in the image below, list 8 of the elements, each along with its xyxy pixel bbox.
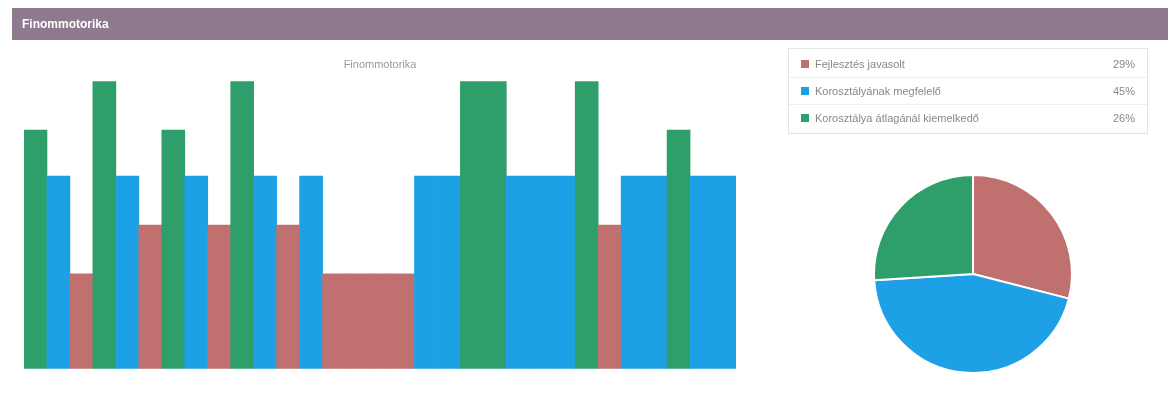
data-label: 45% [1112,85,1135,97]
legend-label: Korosztálya átlagánál kiemelkedő [814,112,979,124]
chart-title: Finommotorika [12,8,1168,40]
legend-label: Fejlesztés javasolt [814,58,905,70]
data-label: 29% [1112,58,1135,70]
chart-subtitle: Finommotorika [343,57,418,70]
data-label: 26% [1112,112,1135,124]
legend-label: Korosztályának megfelelő [814,85,941,97]
